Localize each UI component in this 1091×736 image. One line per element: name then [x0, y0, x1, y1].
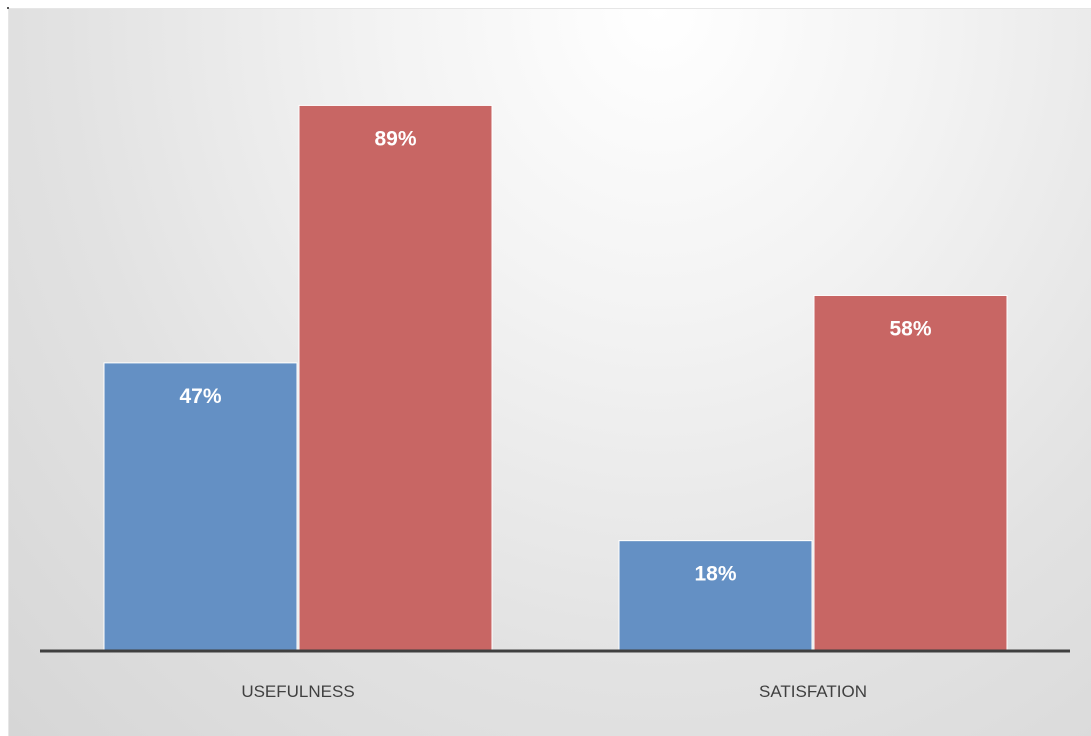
data-label-usefulness-series-1: 47% — [179, 385, 221, 408]
bar-usefulness-series-1 — [103, 362, 298, 652]
category-label-satisfation: SATISFATION — [759, 682, 867, 701]
bar-usefulness-series-2 — [298, 104, 493, 652]
labels-layer: 47% 89% 18% 58% — [179, 127, 931, 585]
category-label-usefulness: USEFULNESS — [241, 682, 354, 701]
category-labels: USEFULNESS SATISFATION — [241, 682, 867, 701]
bars-layer — [103, 104, 1008, 652]
data-label-satisfation-series-2: 58% — [889, 317, 931, 340]
bar-satisfation-series-2 — [813, 294, 1008, 652]
corner-mark — [7, 7, 9, 9]
bar-satisfation-series-1 — [618, 540, 813, 652]
data-label-satisfation-series-1: 18% — [694, 563, 736, 586]
data-label-usefulness-series-2: 89% — [374, 127, 416, 150]
